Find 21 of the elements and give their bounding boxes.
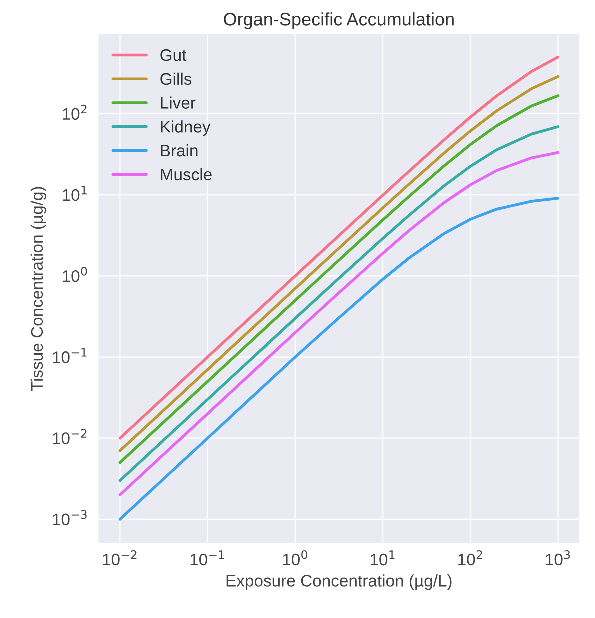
x-tick-label: 10$^{2}$ — [458, 550, 482, 566]
y-tick-label: 10$^{2}$ — [63, 104, 87, 120]
x-tick-label: 10$^{−2}$ — [103, 550, 137, 566]
legend-label: Gills — [160, 72, 192, 86]
legend-label: Gut — [160, 49, 187, 62]
legend-label: Muscle — [161, 168, 212, 181]
y-tick-label: 10$^{−1}$ — [53, 348, 87, 364]
y-tick-label: 10$^{1}$ — [63, 186, 87, 202]
chart-title: Organ-Specific Accumulation — [224, 12, 454, 30]
y-tick-label: 10$^{−3}$ — [53, 510, 87, 526]
x-tick-label: 10$^{0}$ — [283, 550, 308, 566]
x-tick-label: 10$^{−1}$ — [190, 550, 224, 566]
legend-label: Brain — [161, 144, 198, 157]
legend-label: Kidney — [161, 120, 211, 136]
y-tick-label: 10$^{0}$ — [63, 267, 88, 282]
y-axis-title: Tissue Concentration (µg/g) — [30, 187, 46, 392]
legend-label: Liver — [161, 96, 196, 109]
x-tick-label: 10$^{3}$ — [546, 550, 570, 566]
x-axis-title: Exposure Concentration (µg/L) — [226, 574, 452, 590]
x-tick-label: 10$^{1}$ — [370, 550, 395, 566]
y-tick-label: 10$^{−2}$ — [53, 429, 87, 444]
